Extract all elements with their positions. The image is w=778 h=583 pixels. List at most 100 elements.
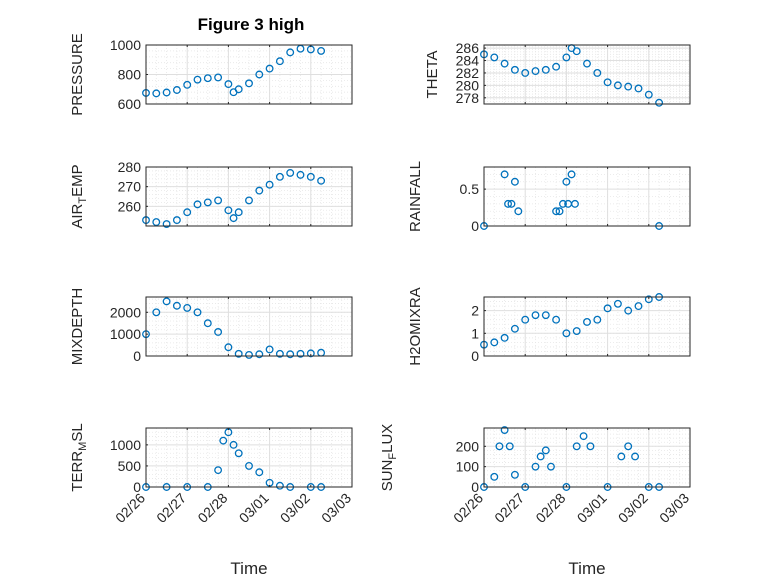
subplot-h2omixra: 0 1 2 H2OMIXRA bbox=[407, 287, 691, 366]
data-point bbox=[317, 176, 326, 185]
data-point bbox=[286, 168, 295, 177]
x-tick-label: 03/01 bbox=[574, 490, 610, 526]
x-tick-label: 03/01 bbox=[236, 490, 272, 526]
data-point bbox=[229, 440, 238, 449]
data-point bbox=[490, 472, 499, 481]
data-point bbox=[229, 214, 238, 223]
axes-box bbox=[145, 296, 353, 357]
y-tick-label: 600 bbox=[118, 96, 142, 112]
data-point bbox=[567, 170, 576, 179]
subplot-pressure: 600 800 1000 PRESSURE bbox=[69, 33, 353, 116]
data-point bbox=[510, 177, 519, 186]
x-tick-label: 02/27 bbox=[491, 490, 527, 526]
y-tick-label: 0 bbox=[471, 479, 479, 495]
y-tick-label: 0 bbox=[471, 218, 479, 234]
data-point bbox=[510, 470, 519, 479]
data-point bbox=[152, 218, 161, 227]
data-point bbox=[265, 345, 274, 354]
data-point bbox=[552, 207, 561, 216]
data-point bbox=[536, 452, 545, 461]
data-point bbox=[203, 319, 212, 328]
data-point bbox=[286, 350, 295, 359]
y-tick-label: 282 bbox=[456, 65, 480, 81]
y-tick-label: 286 bbox=[456, 40, 480, 56]
data-point bbox=[255, 350, 264, 359]
data-point bbox=[634, 302, 643, 311]
figure-title: Figure 3 high bbox=[198, 15, 305, 34]
data-point bbox=[500, 170, 509, 179]
y-axis-label: THETA bbox=[424, 50, 441, 98]
y-axis-label: RAINFALL bbox=[407, 161, 424, 232]
data-point bbox=[234, 85, 243, 94]
data-point bbox=[203, 198, 212, 207]
y-tick-label: 100 bbox=[456, 459, 480, 475]
data-point bbox=[521, 68, 530, 77]
data-point bbox=[275, 57, 284, 66]
data-point bbox=[631, 452, 640, 461]
y-tick-label: 200 bbox=[456, 438, 480, 454]
data-point bbox=[562, 53, 571, 62]
data-point bbox=[286, 48, 295, 57]
axes-box bbox=[483, 44, 691, 105]
y-axis-label: MIXDEPTH bbox=[69, 288, 86, 366]
data-point bbox=[234, 208, 243, 217]
subplot-mixdepth: 0 1000 2000 MIXDEPTH bbox=[69, 288, 353, 366]
x-tick-label: 02/28 bbox=[532, 490, 568, 526]
data-point bbox=[172, 86, 181, 94]
x-axis-label: Time bbox=[230, 559, 267, 578]
subplot-air_temp: 260 270 280 AIRTEMP bbox=[69, 159, 353, 229]
y-tick-label: 800 bbox=[118, 67, 142, 83]
data-point bbox=[541, 65, 550, 74]
data-point bbox=[306, 172, 315, 181]
data-point bbox=[245, 350, 253, 359]
data-point bbox=[214, 466, 223, 475]
data-point bbox=[255, 468, 264, 477]
y-axis-label: SUNFLUX bbox=[379, 424, 399, 492]
y-axis-label: PRESSURE bbox=[69, 33, 86, 116]
data-point bbox=[214, 196, 223, 205]
data-point bbox=[531, 462, 540, 471]
data-point bbox=[214, 73, 223, 82]
data-point bbox=[593, 315, 602, 324]
axes-box bbox=[483, 427, 691, 488]
data-point bbox=[152, 89, 161, 98]
axes-box bbox=[483, 296, 691, 357]
data-point bbox=[504, 199, 512, 208]
data-point bbox=[265, 64, 274, 73]
y-tick-label: 1000 bbox=[110, 37, 141, 53]
y-axis-label: H2OMIXRA bbox=[407, 287, 424, 365]
x-tick-label: 02/27 bbox=[153, 490, 189, 526]
y-tick-label: 284 bbox=[456, 53, 480, 69]
data-point bbox=[255, 70, 264, 79]
data-point bbox=[275, 349, 284, 358]
data-point bbox=[572, 442, 581, 451]
data-point bbox=[275, 481, 284, 490]
data-point bbox=[572, 47, 581, 56]
data-point bbox=[183, 208, 192, 217]
data-point bbox=[234, 349, 243, 358]
data-point bbox=[193, 308, 202, 317]
data-point bbox=[183, 80, 192, 89]
data-point bbox=[644, 295, 653, 304]
data-point bbox=[586, 442, 595, 451]
subplot-rainfall: 0 0.5 RAINFALL bbox=[407, 161, 691, 234]
data-point bbox=[514, 207, 523, 216]
data-point bbox=[603, 78, 612, 87]
data-point bbox=[507, 199, 516, 208]
y-tick-label: 2 bbox=[471, 303, 479, 319]
data-point bbox=[547, 462, 555, 471]
data-point bbox=[521, 315, 530, 324]
data-point bbox=[613, 81, 622, 90]
y-tick-label: 278 bbox=[456, 90, 480, 106]
y-tick-label: 500 bbox=[118, 458, 142, 474]
data-point bbox=[490, 338, 499, 347]
data-point bbox=[624, 306, 633, 315]
axes-box bbox=[483, 166, 691, 227]
data-point bbox=[541, 311, 550, 320]
y-tick-label: 0 bbox=[471, 348, 479, 364]
data-point bbox=[562, 177, 571, 186]
data-point bbox=[214, 328, 223, 336]
